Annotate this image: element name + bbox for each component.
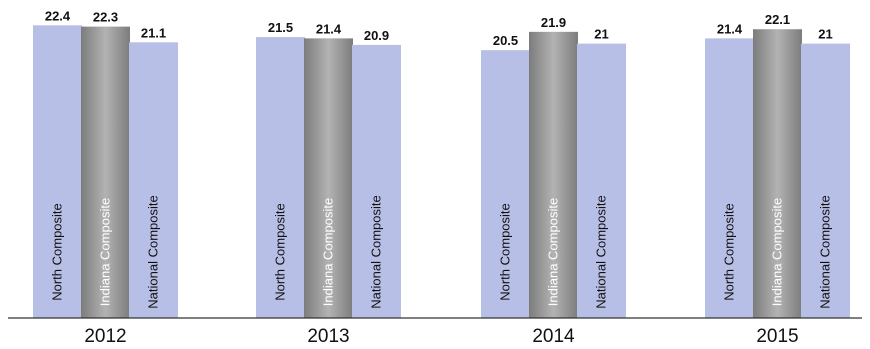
value-label: 22.1 [765,12,790,27]
category-label: 2013 [307,326,349,347]
bar-2014-north-composite [481,50,530,319]
bar-series-label: North Composite [498,203,513,301]
bar-series-label: North Composite [50,203,65,301]
bar-series-label: North Composite [273,203,288,301]
bar-series-label: National Composite [818,195,833,308]
bar-series-label: North Composite [722,203,737,301]
value-label: 21 [818,27,832,42]
bar-series-label: National Composite [146,195,161,308]
value-label: 22.4 [45,8,71,23]
category-label: 2012 [84,326,126,347]
value-label: 21.1 [141,25,166,40]
bar-2012-indiana-composite [81,26,130,318]
bar-2012-north-composite [33,25,82,318]
category-label: 2015 [756,326,798,347]
value-label: 20.9 [364,28,389,43]
bar-2013-indiana-composite [304,38,353,319]
value-label: 21 [594,27,608,42]
bar-series-label: Indiana Composite [321,198,336,306]
value-label: 22.3 [93,10,118,25]
bar-2015-north-composite [705,38,754,319]
value-label: 20.5 [493,33,518,48]
bar-series-label: Indiana Composite [546,198,561,306]
bar-series-label: Indiana Composite [770,198,785,306]
value-label: 21.4 [316,21,342,36]
bar-series-label: National Composite [369,195,384,308]
value-label: 21.4 [717,21,743,36]
bar-2015-national-composite [801,43,850,318]
value-label: 21.5 [268,20,293,35]
bar-2013-north-composite [256,37,305,319]
bar-2012-national-composite [129,42,178,318]
bar-2014-indiana-composite [529,31,578,319]
bar-series-label: National Composite [594,195,609,308]
bar-series-label: Indiana Composite [98,198,113,306]
value-label: 21.9 [541,15,566,30]
bar-2013-national-composite [352,44,401,318]
category-label: 2014 [532,326,575,347]
bar-2014-national-composite [577,43,626,318]
bar-2015-indiana-composite [753,29,802,319]
